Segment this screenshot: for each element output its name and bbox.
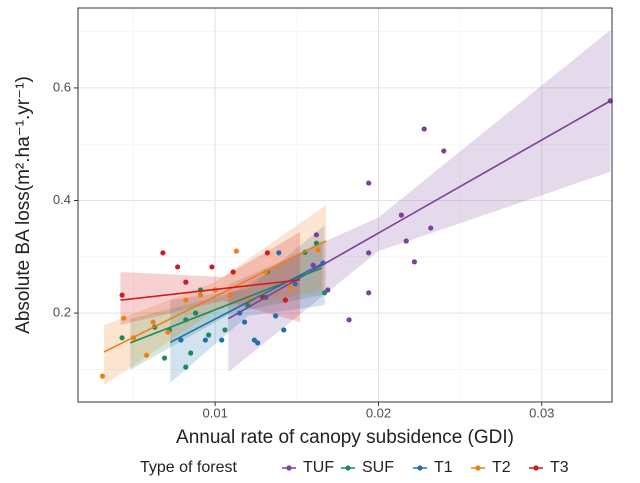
data-point bbox=[230, 269, 236, 275]
data-point bbox=[99, 373, 106, 379]
data-point bbox=[276, 250, 282, 256]
y-tick-label: 0.4 bbox=[53, 192, 71, 207]
legend-label: SUF bbox=[362, 459, 394, 476]
data-point bbox=[315, 247, 321, 253]
data-point bbox=[183, 364, 189, 370]
data-point bbox=[411, 259, 418, 265]
confidence-band bbox=[120, 232, 301, 325]
legend-key-point bbox=[533, 465, 539, 471]
legend-label: T2 bbox=[492, 459, 511, 476]
data-point bbox=[222, 327, 228, 333]
data-point bbox=[206, 332, 212, 338]
data-point bbox=[233, 248, 240, 254]
data-point bbox=[441, 148, 447, 154]
data-point bbox=[192, 310, 199, 316]
y-tick-label: 0.2 bbox=[53, 305, 71, 320]
fit-line bbox=[120, 279, 301, 301]
data-point bbox=[160, 250, 166, 256]
data-point bbox=[183, 297, 189, 303]
data-point bbox=[175, 264, 181, 270]
data-point bbox=[287, 284, 293, 290]
x-tick-label: 0.02 bbox=[366, 405, 391, 420]
confidence-band bbox=[228, 29, 611, 373]
y-tick-label: 0.6 bbox=[53, 79, 71, 94]
legend-label: TUF bbox=[303, 459, 334, 476]
data-point bbox=[143, 352, 150, 358]
data-point bbox=[398, 212, 404, 218]
data-point bbox=[150, 319, 156, 325]
axes: 0.01 0.02 0.03 0.2 0.4 0.6 bbox=[53, 7, 613, 420]
fit-line bbox=[103, 240, 327, 353]
panel-border bbox=[77, 7, 613, 403]
legend-label: T3 bbox=[550, 459, 569, 476]
fit-line bbox=[227, 100, 611, 320]
legend: Type of forest TUF SUF T1 T2 T3 bbox=[140, 459, 569, 476]
data-point bbox=[197, 292, 204, 298]
data-point bbox=[121, 315, 127, 321]
data-point bbox=[272, 313, 279, 319]
bands bbox=[104, 29, 611, 386]
data-point bbox=[183, 279, 189, 285]
data-point bbox=[227, 292, 233, 298]
points bbox=[99, 98, 613, 379]
data-point bbox=[264, 250, 271, 256]
data-point bbox=[202, 337, 208, 343]
data-point bbox=[313, 232, 320, 238]
legend-key-point bbox=[286, 465, 292, 471]
fit-line bbox=[169, 261, 325, 344]
data-point bbox=[241, 319, 248, 325]
data-point bbox=[421, 126, 427, 132]
data-point bbox=[366, 180, 372, 186]
grid bbox=[78, 8, 612, 402]
data-point bbox=[428, 225, 434, 231]
legend-key-point bbox=[417, 465, 423, 471]
data-point bbox=[119, 335, 125, 341]
data-point bbox=[292, 281, 298, 287]
data-point bbox=[321, 290, 328, 296]
data-point bbox=[255, 340, 261, 346]
data-point bbox=[188, 350, 194, 356]
x-axis-title: Annual rate of canopy subsidence (GDI) bbox=[176, 427, 514, 448]
fit-lines bbox=[103, 100, 611, 353]
legend-title: Type of forest bbox=[140, 459, 237, 476]
legend-label: T1 bbox=[434, 459, 453, 476]
data-point bbox=[219, 337, 225, 343]
x-tick-label: 0.01 bbox=[203, 405, 228, 420]
data-point bbox=[281, 327, 287, 333]
y-axis-title: Absolute BA loss(m².ha⁻¹.yr⁻¹) bbox=[13, 76, 34, 334]
legend-key-point bbox=[475, 465, 481, 471]
data-point bbox=[403, 238, 409, 244]
data-point bbox=[366, 250, 372, 256]
confidence-band bbox=[104, 205, 327, 386]
data-point bbox=[366, 290, 372, 296]
data-point bbox=[346, 317, 352, 323]
data-point bbox=[178, 337, 184, 343]
data-point bbox=[165, 329, 171, 335]
data-point bbox=[310, 262, 316, 268]
x-tick-label: 0.03 bbox=[529, 405, 554, 420]
data-point bbox=[161, 355, 168, 361]
data-point bbox=[209, 264, 215, 270]
data-point bbox=[282, 297, 288, 303]
data-point bbox=[119, 292, 125, 298]
legend-key-point bbox=[345, 465, 351, 471]
